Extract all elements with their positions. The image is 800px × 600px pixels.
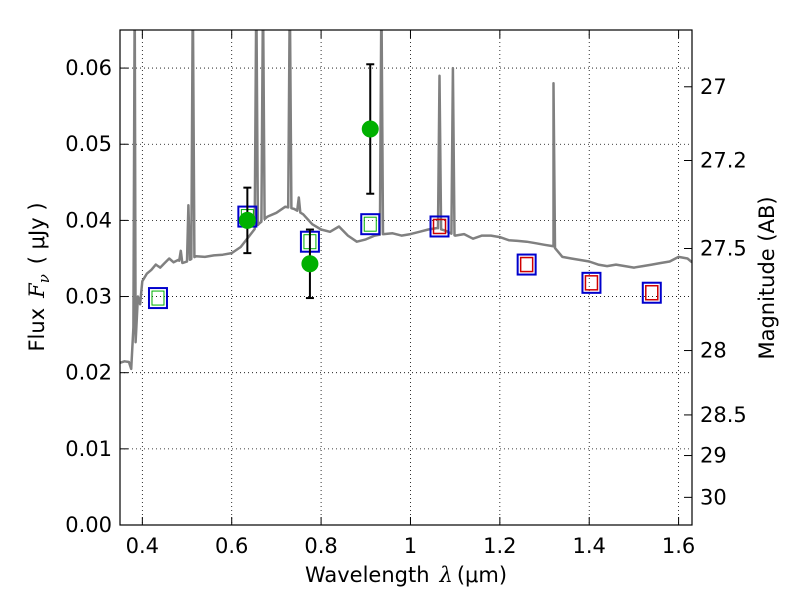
y2-tick-label: 27.5 [700,237,747,261]
x-tick-label: 1 [404,534,417,558]
x-tick-label: 1.4 [573,534,606,558]
model-spectrum-line [120,30,692,371]
y2-tick-label: 27 [700,75,727,99]
y-tick-label: 0.03 [65,285,112,309]
model-photometry-box [516,253,537,276]
model-photometry-box [581,271,602,294]
y2-tick-label: 28.5 [700,403,747,427]
model-photometry-box [147,287,168,310]
y-tick-label: 0.05 [65,132,112,156]
observed-point [361,120,379,138]
y-tick-label: 0.02 [65,361,112,385]
observed-point [238,211,256,229]
y2-axis-label: Magnitude (AB) [755,196,779,359]
y2-tick-label: 28 [700,339,727,363]
model-photometry-inner-box [584,275,599,291]
y2-tick-label: 27.2 [700,149,747,173]
x-tick-label: 1.2 [483,534,516,558]
y2-tick-label: 30 [700,485,727,509]
axis-ticks: 0.4 0.6 0.8 1 1.2 1.4 1.6 0.00 0.01 0.02 0.03 0.04 0… [65,30,747,558]
x-tick-label: 0.4 [126,534,159,558]
y-tick-label: 0.06 [65,56,112,80]
model-photometry-inner-box [432,218,447,235]
y2-tick-label: 29 [700,444,727,468]
y-tick-label: 0.04 [65,208,112,232]
x-tick-label: 0.6 [215,534,248,558]
model-photometry-inner-box [645,284,659,301]
y-tick-label: 0.00 [65,513,112,537]
model-photometry-box [360,213,381,236]
x-axis-label: Wavelength λ (μm) [305,563,507,587]
model-photometry-inner-box [151,290,165,306]
model-photometry-inner-box [519,256,534,273]
y-axis-label: FluxFν( μJy ) [25,202,53,351]
model-photometry-box [641,281,662,304]
model-photometry-inner-box [363,216,377,232]
x-tick-label: 0.8 [304,534,337,558]
x-tick-label: 1.6 [662,534,695,558]
plot-frame [119,29,693,526]
y-tick-label: 0.01 [65,437,112,461]
model-photometry-box [429,215,450,238]
observed-point [301,255,319,273]
plot-area [120,30,692,371]
